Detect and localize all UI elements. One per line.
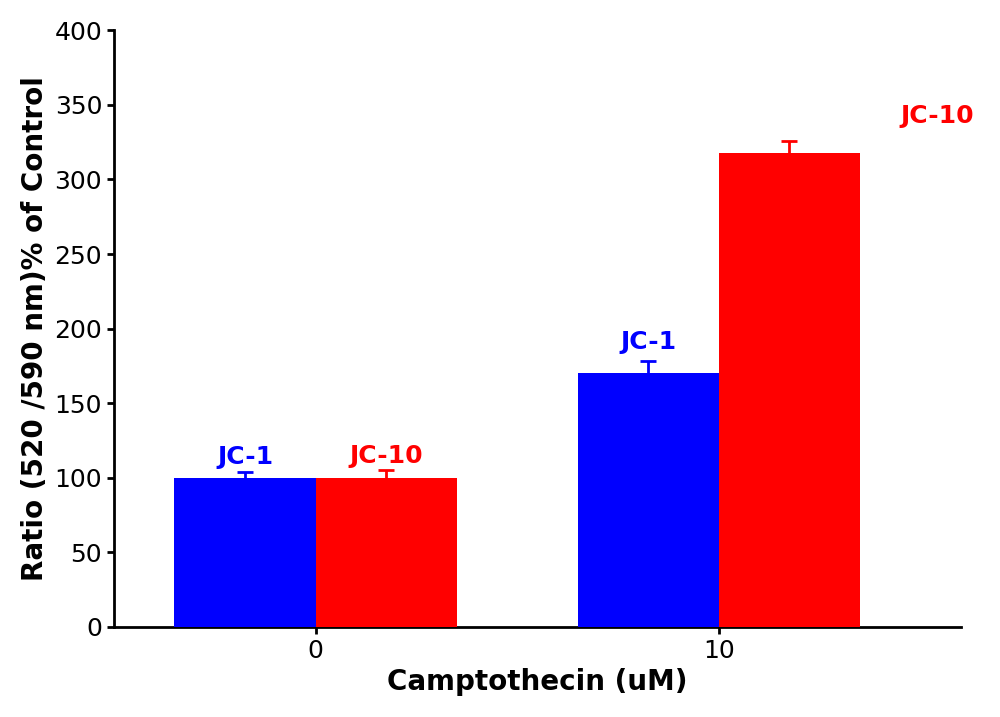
Bar [719, 153, 860, 627]
Bar [578, 374, 719, 627]
Text: JC-1: JC-1 [217, 445, 273, 469]
Y-axis label: Ratio (520 /590 nm)% of Control: Ratio (520 /590 nm)% of Control [21, 76, 49, 581]
Text: JC-10: JC-10 [349, 444, 423, 467]
X-axis label: Camptothecin (uM): Camptothecin (uM) [387, 668, 688, 696]
Text: JC-10: JC-10 [900, 104, 974, 128]
Bar [174, 478, 316, 627]
Bar [316, 478, 457, 627]
Text: JC-1: JC-1 [620, 331, 676, 354]
